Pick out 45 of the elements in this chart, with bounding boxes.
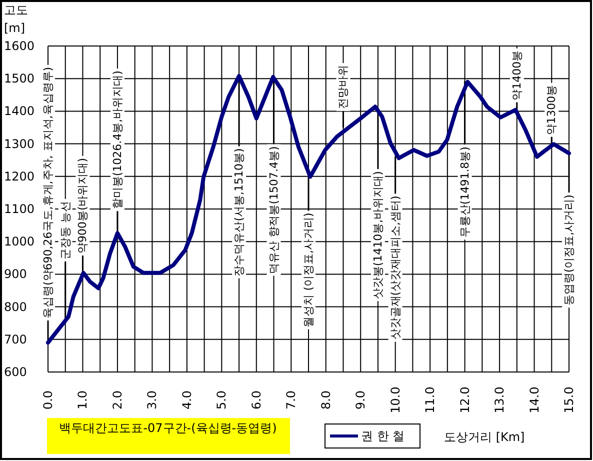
x-tick-label: 2.0 [110,390,124,410]
y-tick-label: 1600 [4,39,35,53]
annotation: 장수덕유산(서봉,1510봉) [232,148,246,276]
annotation: 육십령(약690,26국도,휴게,주차, 표지석,육십령루) [42,66,54,318]
x-axis-title: 도상거리 [Km] [444,430,525,444]
y-tick-label: 1000 [4,234,35,249]
annotation: 월성치 (이정표,사거리) [302,212,315,328]
x-tick-label: 4.0 [180,390,194,410]
annotation: 무룡산(1491.8봉) [458,146,472,238]
legend-label: 권 한 철 [361,429,405,443]
y-axis-title: 고도 [m] [4,3,28,35]
annotation: 동엽령(이정표,사거리) [562,194,576,306]
x-tick-label: 13.0 [492,386,507,414]
x-tick-label: 3.0 [145,390,160,410]
y-tick-label: 800 [4,300,27,314]
x-tick-label: 15.0 [562,386,576,414]
annotation: 삿갓골재(삿갓재대피소,샘터) [388,196,402,340]
x-tick-label: 0.0 [41,390,55,410]
x-tick-label: 14.0 [527,386,542,414]
y-tick-label: 1400 [4,104,35,118]
x-tick-label: 6.0 [249,390,264,410]
x-tick-label: 5.0 [214,390,229,410]
y-tick-label: 1500 [4,72,35,86]
text: 백두대간고도표-07구간-(육십령-동엽령) [59,421,277,435]
annotation: 전망바위 [336,65,350,110]
y-tick-label: 1100 [4,202,35,216]
x-tick-label: 1.0 [76,390,90,410]
x-tick-label: 7.0 [284,390,298,410]
annotation: 할미봉(1026.4봉,바위지대) [110,70,124,210]
annotation: 군장동 능선 [58,200,72,260]
y-tick-label: 700 [4,332,27,346]
y-tick-label: 1200 [4,169,35,184]
x-tick-label: 8.0 [318,390,333,410]
annotation: 약1400봉 [510,50,524,100]
x-tick-label: 10.0 [388,386,402,414]
annotation: 약1300봉 [545,84,558,135]
x-tick-label: 11.0 [423,386,438,414]
y-tick-label: 900 [4,267,27,282]
x-tick-label: 9.0 [354,390,368,410]
annotation: 약900봉(바위지대) [76,158,90,254]
x-tick-label: 12.0 [458,386,472,414]
annotation: 덕유산 향적봉(1507.4봉) [267,146,280,274]
y-tick-label: 1300 [4,136,35,151]
annotation: 삿갓봉(1410봉,바위지대) [371,171,384,300]
y-tick-label: 600 [4,365,27,379]
